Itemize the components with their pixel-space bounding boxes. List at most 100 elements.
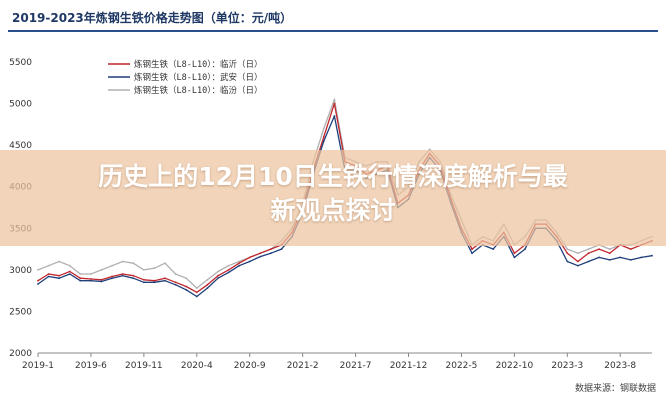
data-source-note: 数据来源：钢联数据 [574, 384, 656, 394]
data-point [100, 278, 103, 281]
x-tick-label: 2021-7 [340, 361, 372, 371]
y-tick-label: 2000 [9, 349, 32, 359]
y-tick-label: 5000 [9, 100, 32, 110]
data-point [90, 273, 92, 275]
data-point [248, 260, 251, 263]
x-tick-label: 2020-9 [234, 361, 266, 371]
x-tick-label: 2020-4 [181, 361, 213, 371]
x-tick-label: 2019-11 [125, 361, 163, 371]
data-point [37, 269, 39, 271]
data-point [153, 267, 156, 270]
data-point [513, 252, 516, 255]
x-tick-label: 2019-6 [75, 361, 107, 371]
data-point [566, 248, 569, 251]
title-divider [8, 30, 658, 32]
data-point [629, 259, 632, 261]
data-point [608, 259, 611, 261]
data-point [651, 254, 653, 257]
banner-line-1: 历史上的12月10日生铁行情深度解析与最 [98, 162, 568, 191]
data-point [598, 248, 600, 251]
data-point [132, 262, 135, 265]
data-point [587, 260, 590, 263]
data-point [195, 295, 198, 298]
data-point [259, 252, 262, 255]
data-point [164, 277, 166, 280]
data-point [174, 273, 177, 275]
data-point [37, 279, 39, 282]
data-point [333, 98, 336, 101]
data-point [100, 280, 103, 283]
data-point [587, 252, 590, 255]
data-point [238, 264, 241, 267]
data-point [79, 277, 82, 280]
data-point [174, 281, 177, 284]
data-point [259, 255, 262, 258]
legend-entry-label: 炼钢生铁（L8-L10）：临汾（日） [134, 85, 262, 96]
data-point [68, 273, 71, 275]
data-point [608, 248, 611, 251]
data-point [640, 256, 643, 259]
x-tick-label: 2023-3 [551, 361, 583, 371]
data-point [333, 102, 336, 105]
data-point [492, 248, 495, 251]
data-point [270, 248, 272, 251]
data-point [471, 248, 473, 251]
data-point [566, 252, 569, 255]
data-point [333, 115, 336, 117]
data-point [577, 264, 579, 267]
data-point [153, 281, 156, 284]
data-point [608, 252, 611, 255]
data-point [629, 248, 632, 251]
data-point [143, 281, 145, 284]
x-tick-label: 2023-8 [604, 361, 636, 371]
data-point [185, 288, 188, 291]
data-point [164, 262, 166, 265]
x-tick-label: 2021-2 [287, 361, 319, 371]
data-point [227, 271, 230, 274]
data-point [185, 277, 188, 280]
x-tick-label: 2019-1 [22, 361, 54, 371]
data-point [322, 140, 325, 142]
data-point [238, 262, 241, 265]
data-point [217, 277, 219, 280]
data-point [153, 279, 156, 282]
x-tick-label: 2021-12 [390, 361, 428, 371]
data-point [566, 260, 569, 263]
x-tick-label: 2022-10 [496, 361, 534, 371]
data-point [206, 287, 209, 289]
data-point [143, 278, 145, 281]
data-point [217, 270, 219, 273]
legend: 炼钢生铁（L8-L10）：临沂（日） 炼钢生铁（L8-L10）：武安（日） 炼钢生铁… [108, 59, 262, 96]
data-point [68, 264, 71, 267]
y-tick-label: 3000 [9, 266, 32, 276]
data-point [111, 264, 113, 267]
legend-entry-label: 炼钢生铁（L8-L10）：武安（日） [134, 72, 262, 83]
data-point [206, 283, 209, 286]
data-point [58, 274, 61, 277]
data-point [428, 148, 431, 151]
y-tick-label: 5500 [9, 58, 32, 68]
data-point [100, 269, 103, 271]
data-point [132, 277, 135, 280]
data-point [47, 275, 50, 278]
data-point [164, 279, 166, 282]
data-point [619, 256, 622, 259]
data-point [58, 277, 61, 280]
data-point [47, 264, 50, 267]
data-point [111, 277, 113, 280]
title-banner [0, 150, 666, 246]
data-point [227, 269, 230, 271]
data-point [185, 285, 188, 288]
data-point [471, 252, 473, 255]
chart-title: 2019-2023年炼钢生铁价格走势图（单位：元/吨） [12, 11, 293, 25]
data-point [132, 274, 135, 277]
data-point [598, 256, 600, 259]
data-point [195, 291, 198, 294]
data-point [58, 260, 61, 263]
data-point [121, 260, 124, 263]
x-tick-label: 2022-5 [446, 361, 478, 371]
data-point [143, 269, 145, 271]
data-point [577, 260, 579, 263]
data-point [121, 273, 124, 275]
data-point [322, 127, 325, 130]
